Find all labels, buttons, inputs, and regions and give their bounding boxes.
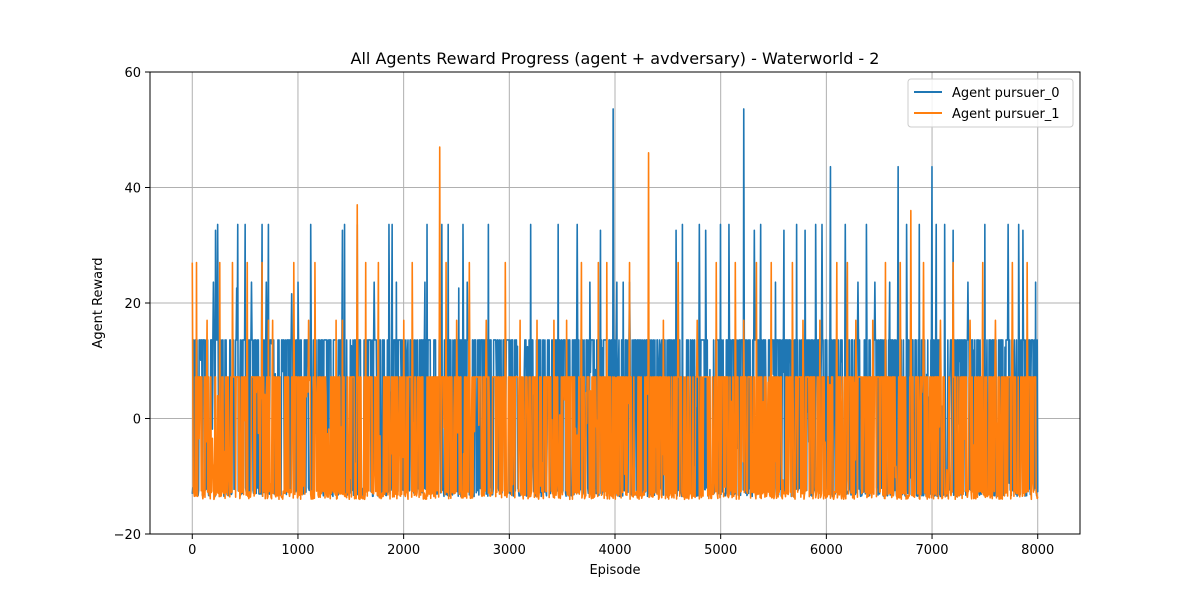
chart-title: All Agents Reward Progress (agent + avdv… — [351, 49, 880, 68]
plot-area — [149, 71, 1081, 535]
x-tick-label: 1000 — [281, 543, 314, 558]
y-tick-label: 60 — [124, 66, 141, 81]
x-tick-label: 0 — [188, 543, 196, 558]
x-tick-label: 6000 — [810, 543, 843, 558]
x-axis-label: Episode — [589, 563, 640, 578]
legend-box — [907, 78, 1074, 128]
x-tick-label: 4000 — [598, 543, 631, 558]
y-tick-label: −20 — [114, 528, 141, 543]
legend-label: Agent pursuer_0 — [952, 86, 1060, 101]
y-axis-label: Agent Reward — [91, 257, 106, 348]
y-tick-label: 40 — [124, 182, 141, 197]
x-tick-label: 2000 — [387, 543, 420, 558]
y-axis-ticks: −20 0 20 40 60 — [114, 66, 150, 543]
y-tick-label: 20 — [124, 297, 141, 312]
x-axis-ticks: 0 1000 2000 3000 4000 5000 6000 7000 8000 — [188, 534, 1054, 558]
legend-label: Agent pursuer_1 — [952, 107, 1060, 122]
x-tick-label: 5000 — [704, 543, 737, 558]
x-tick-label: 8000 — [1021, 543, 1054, 558]
series-layer — [191, 108, 1039, 501]
x-tick-label: 3000 — [493, 543, 526, 558]
series-line-1 — [191, 146, 1039, 501]
legend: Agent pursuer_0 Agent pursuer_1 — [907, 78, 1074, 128]
x-tick-label: 7000 — [915, 543, 948, 558]
y-tick-label: 0 — [133, 413, 141, 428]
